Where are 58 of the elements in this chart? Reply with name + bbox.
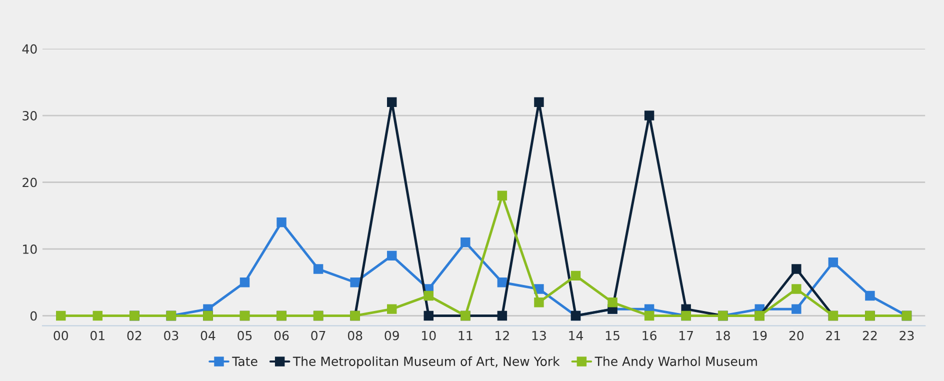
- point: [240, 278, 250, 288]
- y-tick-label: 30: [22, 110, 37, 120]
- point: [534, 298, 544, 308]
- x-tick-label: 05: [238, 330, 252, 340]
- x-tick-label: 06: [274, 330, 289, 340]
- point: [497, 310, 508, 321]
- point: [865, 290, 875, 301]
- x-tick-label: 09: [384, 330, 399, 340]
- y-tick-label: 20: [22, 178, 37, 188]
- point: [570, 270, 581, 281]
- x-tick-label: 12: [496, 330, 509, 340]
- point: [828, 257, 838, 268]
- x-tick-label: 04: [200, 330, 216, 340]
- y-tick-label: 40: [22, 44, 37, 54]
- point: [424, 290, 434, 301]
- x-tick-label: 11: [458, 331, 472, 340]
- point: [460, 237, 470, 248]
- x-tick-label: 15: [606, 331, 620, 340]
- x-tick-label: 08: [348, 330, 362, 340]
- x-tick-label: 00: [54, 330, 68, 340]
- x-tick-label: 19: [753, 330, 767, 340]
- x-tick-label: 22: [862, 330, 877, 340]
- point: [386, 250, 397, 261]
- x-tick-label: 13: [532, 330, 546, 340]
- legend-label: Tate: [232, 356, 258, 366]
- legend-label: The Metropolitan Museum of Art, New York: [292, 356, 560, 368]
- point: [313, 264, 324, 274]
- x-tick-label: 14: [569, 331, 583, 340]
- point: [56, 310, 66, 321]
- x-tick-label: 03: [164, 330, 178, 340]
- point: [792, 304, 802, 314]
- x-tick-label: 21: [826, 330, 840, 340]
- x-tick-label: 23: [900, 330, 914, 340]
- x-tick-label: 20: [789, 330, 804, 340]
- x-tick-label: 17: [679, 331, 693, 340]
- point: [608, 298, 618, 308]
- point: [644, 310, 654, 321]
- legend-label: The Andy Warhol Museum: [594, 356, 757, 368]
- point: [792, 284, 802, 294]
- x-tick-label: 01: [90, 330, 104, 340]
- point: [497, 190, 508, 200]
- y-tick-label: 0: [30, 311, 37, 321]
- point: [350, 278, 360, 288]
- x-tick-label: 02: [127, 330, 142, 340]
- point: [276, 217, 286, 228]
- point: [386, 304, 397, 314]
- point: [92, 310, 103, 321]
- point: [792, 264, 802, 274]
- x-tick-label: 16: [642, 330, 656, 340]
- point: [386, 97, 397, 108]
- point: [644, 110, 654, 120]
- x-tick-label: 18: [716, 330, 730, 340]
- y-tick-label: 10: [23, 244, 37, 254]
- point: [497, 278, 508, 288]
- point: [424, 310, 434, 321]
- point: [534, 97, 544, 108]
- x-tick-label: 10: [422, 330, 436, 340]
- x-tick-label: 07: [311, 330, 326, 340]
